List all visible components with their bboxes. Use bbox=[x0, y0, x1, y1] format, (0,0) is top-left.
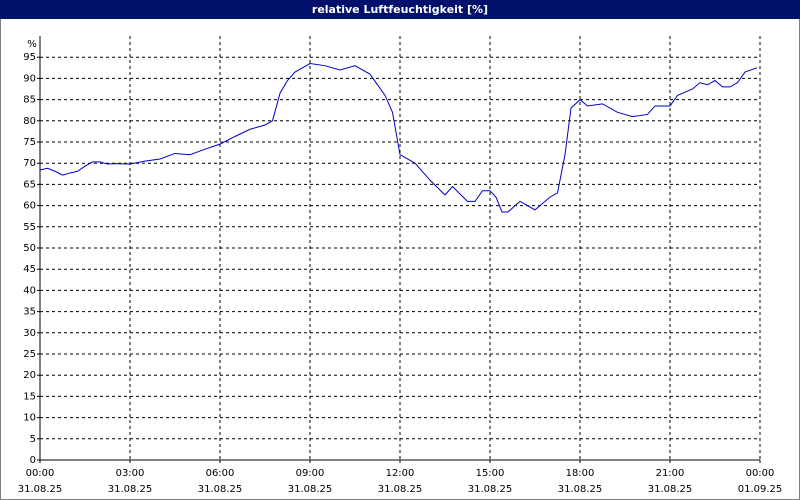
x-tick-date: 31.08.25 bbox=[18, 484, 63, 495]
x-tick-label: 09:00 bbox=[296, 468, 325, 479]
y-tick-label: 60 bbox=[23, 201, 36, 212]
x-tick-label: 03:00 bbox=[116, 468, 145, 479]
x-tick-date: 31.08.25 bbox=[378, 484, 423, 495]
data-line bbox=[39, 63, 758, 213]
y-tick-label: 90 bbox=[23, 73, 36, 84]
y-tick-label: 25 bbox=[23, 349, 36, 360]
y-tick-label: 15 bbox=[23, 391, 36, 402]
x-tick-date: 01.09.25 bbox=[738, 484, 783, 495]
x-tick-label: 06:00 bbox=[206, 468, 235, 479]
x-tick-label: 00:00 bbox=[26, 468, 55, 479]
x-tick-date: 31.08.25 bbox=[468, 484, 513, 495]
x-tick-label: 00:00 bbox=[746, 468, 775, 479]
y-tick-label: 75 bbox=[23, 137, 36, 148]
y-tick-label: 10 bbox=[23, 413, 36, 424]
y-tick-label: 0 bbox=[30, 455, 36, 466]
y-tick-label: 85 bbox=[23, 95, 36, 106]
x-tick-date: 31.08.25 bbox=[558, 484, 603, 495]
chart-title: relative Luftfeuchtigkeit [%] bbox=[312, 3, 488, 16]
y-tick-label: 65 bbox=[23, 179, 36, 190]
y-tick-label: 70 bbox=[23, 158, 36, 169]
x-tick-date: 31.08.25 bbox=[288, 484, 333, 495]
y-tick-label: 45 bbox=[23, 264, 36, 275]
y-tick-label: 80 bbox=[23, 116, 36, 127]
y-tick-label: 55 bbox=[23, 222, 36, 233]
x-tick-label: 12:00 bbox=[386, 468, 415, 479]
y-tick-label: 30 bbox=[23, 328, 36, 339]
y-tick-label: 95 bbox=[23, 52, 36, 63]
x-tick-date: 31.08.25 bbox=[198, 484, 243, 495]
x-tick-date: 31.08.25 bbox=[648, 484, 693, 495]
x-tick-label: 15:00 bbox=[476, 468, 505, 479]
x-tick-date: 31.08.25 bbox=[108, 484, 153, 495]
y-tick-label: 20 bbox=[23, 370, 36, 381]
title-bar bbox=[0, 0, 800, 19]
x-tick-label: 18:00 bbox=[566, 468, 595, 479]
y-tick-label: 50 bbox=[23, 243, 36, 254]
y-tick-label: 40 bbox=[23, 285, 36, 296]
x-tick-label: 21:00 bbox=[656, 468, 685, 479]
y-tick-label: 5 bbox=[30, 434, 36, 445]
y-tick-label: 35 bbox=[23, 307, 36, 318]
y-axis-label: % bbox=[27, 39, 37, 50]
